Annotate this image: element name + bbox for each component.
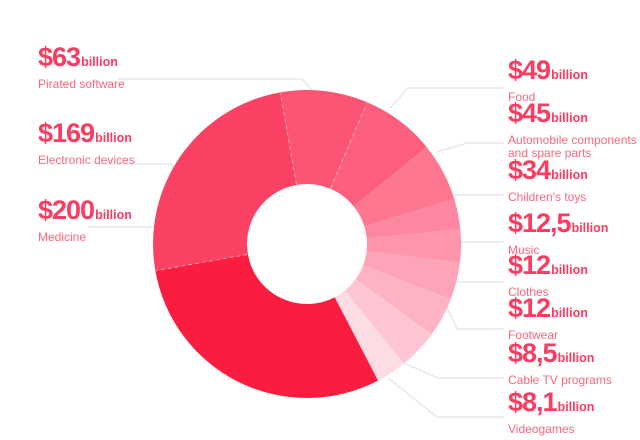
slice-separator — [279, 93, 297, 185]
slice-childrens-toys — [364, 198, 461, 239]
slice-medicine — [155, 254, 379, 399]
slice-separator — [330, 102, 368, 189]
slice-separator — [156, 254, 248, 272]
leader-line-food — [389, 87, 504, 109]
slice-videogames — [334, 290, 404, 381]
slice-cable-tv-programs — [344, 279, 432, 364]
leader-line-videogames — [387, 377, 504, 418]
leader-line-footwear — [444, 302, 504, 330]
slice-electronic-devices — [152, 92, 297, 271]
slice-automobile — [353, 147, 455, 227]
slice-clothes — [363, 251, 460, 300]
slice-pirated-software — [280, 89, 368, 189]
slice-music — [366, 229, 461, 263]
leader-line-automobile — [436, 142, 504, 153]
slice-food — [330, 102, 427, 207]
leader-line-pirated-software — [117, 78, 313, 91]
slice-footwear — [355, 265, 451, 335]
leader-line-cable-tv-programs — [396, 359, 504, 379]
